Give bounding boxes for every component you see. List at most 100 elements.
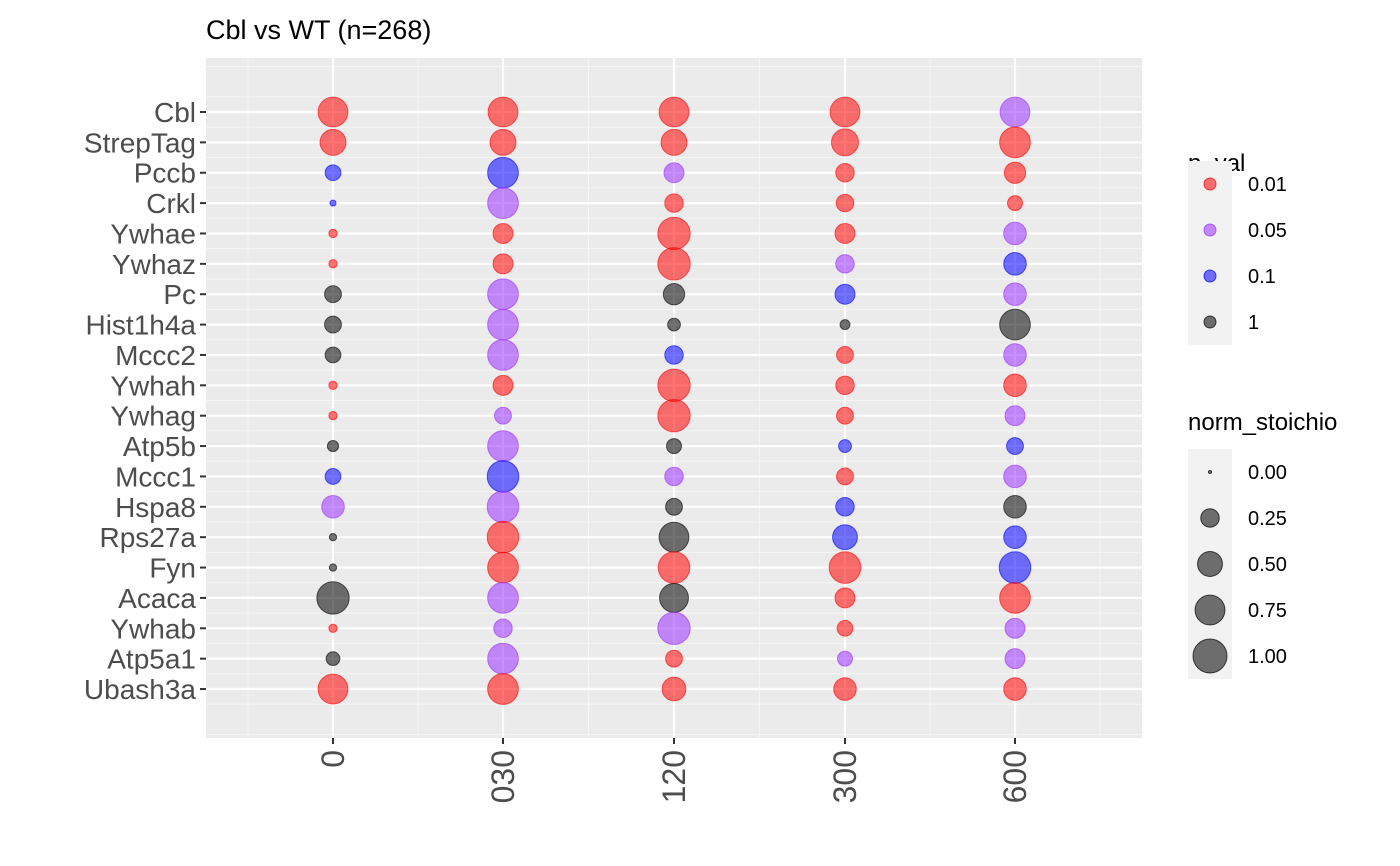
point-streptag-030: [489, 128, 517, 156]
point-mccc2-600: [1003, 343, 1027, 367]
point-ywhaz-120: [657, 247, 691, 281]
point-atp5a1-0: [325, 651, 341, 667]
point-atp5a1-030: [487, 642, 519, 675]
point-crkl-600: [1007, 195, 1023, 212]
point-ywhag-0: [328, 411, 338, 421]
point-hist1h4a-030: [487, 308, 519, 341]
point-rps27a-0: [328, 532, 338, 542]
point-ywhah-030: [492, 374, 514, 396]
y-tick-label: Mccc1: [115, 461, 196, 492]
point-ywhae-300: [834, 222, 856, 244]
point-ywhag-120: [657, 399, 691, 433]
y-tick-label: Hspa8: [115, 492, 196, 523]
point-hist1h4a-300: [839, 319, 851, 331]
point-atp5a1-300: [837, 650, 853, 667]
point-ywhah-0: [328, 380, 338, 391]
point-ywhah-300: [835, 375, 855, 396]
y-tick-label: Ywhae: [110, 218, 196, 249]
point-rps27a-600: [1003, 525, 1027, 549]
y-tick-label: Cbl: [154, 97, 196, 128]
point-ywhae-600: [1003, 221, 1027, 246]
legend-size-swatch: [1197, 551, 1223, 577]
legend-size-swatch: [1200, 508, 1220, 528]
point-ywhab-030: [493, 618, 513, 639]
x-tick-label: 030: [485, 750, 521, 803]
point-pc-300: [834, 283, 856, 305]
point-ywhag-600: [1004, 405, 1026, 427]
y-tick-label: Acaca: [118, 583, 196, 614]
point-streptag-0: [319, 128, 347, 156]
point-atp5b-600: [1006, 437, 1024, 456]
point-acaca-300: [834, 587, 856, 609]
point-crkl-0: [329, 199, 337, 207]
point-ywhah-600: [1003, 373, 1027, 398]
y-tick-label: Atp5a1: [107, 644, 196, 675]
point-atp5b-300: [838, 439, 852, 453]
point-atp5b-030: [487, 430, 519, 462]
point-fyn-120: [657, 551, 691, 584]
y-tick-label: Ywhab: [110, 613, 196, 644]
point-atp5a1-120: [665, 649, 683, 668]
legend-size-label: 0.50: [1248, 554, 1287, 576]
point-acaca-030: [487, 582, 519, 614]
y-tick-label: Pccb: [134, 158, 196, 189]
point-ywhah-120: [657, 368, 691, 403]
point-mccc1-600: [1003, 464, 1027, 489]
point-ywhae-120: [657, 216, 691, 251]
point-hist1h4a-600: [999, 308, 1031, 341]
point-pccb-030: [487, 156, 519, 189]
point-fyn-300: [828, 551, 862, 584]
legend-p-val: p_val 0.010.050.11: [1188, 150, 1287, 345]
point-ywhab-600: [1004, 617, 1026, 639]
legend-p-val-swatch: [1203, 223, 1217, 237]
point-ywhae-030: [492, 222, 514, 244]
x-tick-label: 0: [315, 750, 351, 768]
point-rps27a-300: [832, 524, 858, 551]
legend-p-val-swatch: [1203, 269, 1217, 283]
legend-size-swatch: [1208, 470, 1212, 474]
point-hspa8-600: [1003, 495, 1027, 519]
point-hspa8-300: [835, 497, 855, 517]
legend-size-swatch: [1194, 594, 1226, 626]
point-fyn-0: [328, 563, 338, 572]
point-atp5b-120: [666, 438, 682, 455]
point-hspa8-0: [321, 495, 345, 519]
point-ywhab-0: [328, 623, 338, 633]
point-pc-030: [487, 278, 519, 311]
legend-size-label: 0.00: [1248, 462, 1287, 484]
point-streptag-120: [660, 128, 688, 156]
point-hist1h4a-0: [324, 315, 342, 334]
legend-p-val-label: 1: [1248, 312, 1259, 334]
y-tick-label: Fyn: [149, 553, 196, 584]
point-pc-600: [1003, 282, 1027, 307]
y-tick-label: Atp5b: [123, 431, 196, 462]
y-tick-label: Pc: [163, 279, 196, 310]
point-ywhaz-030: [492, 253, 514, 275]
point-ywhag-030: [494, 406, 512, 425]
point-crkl-030: [487, 187, 519, 219]
point-ywhae-0: [328, 228, 338, 239]
point-ubash3a-030: [487, 673, 519, 705]
point-atp5a1-600: [1004, 648, 1026, 670]
y-tick-label: Ywhah: [110, 370, 196, 401]
point-pccb-600: [1003, 161, 1027, 184]
y-tick-label: Mccc2: [115, 340, 196, 371]
point-hspa8-120: [665, 497, 683, 516]
point-crkl-120: [664, 193, 684, 213]
point-rps27a-120: [658, 521, 690, 553]
chart-title: Cbl vs WT (n=268): [206, 15, 431, 45]
point-streptag-600: [999, 126, 1031, 159]
point-pccb-120: [663, 162, 685, 184]
point-ywhag-300: [836, 406, 854, 425]
point-rps27a-030: [486, 520, 520, 554]
y-tick-label: Hist1h4a: [85, 310, 196, 341]
point-ywhaz-0: [328, 259, 338, 269]
legend-size-title: norm_stoichio: [1188, 409, 1337, 436]
point-ubash3a-0: [317, 673, 349, 705]
y-axis: CblStrepTagPccbCrklYwhaeYwhazPcHist1h4aM…: [84, 97, 206, 705]
point-ubash3a-300: [833, 677, 857, 701]
point-crkl-300: [835, 193, 855, 213]
legend-size-label: 0.25: [1248, 508, 1287, 530]
y-tick-label: Crkl: [146, 188, 196, 219]
point-fyn-600: [998, 551, 1032, 584]
